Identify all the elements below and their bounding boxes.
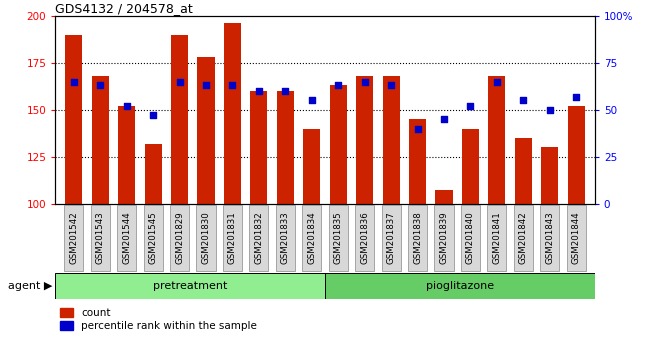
Bar [224,23,241,204]
Text: GSM201543: GSM201543 [96,212,105,264]
FancyBboxPatch shape [540,205,559,271]
Point [174,79,185,84]
FancyBboxPatch shape [488,205,506,271]
Bar [325,273,595,299]
Bar [436,190,452,204]
FancyBboxPatch shape [223,205,242,271]
FancyBboxPatch shape [382,205,400,271]
Text: GSM201836: GSM201836 [360,212,369,264]
Text: GSM201837: GSM201837 [387,212,396,264]
Text: pretreatment: pretreatment [153,281,228,291]
Point [465,103,476,109]
Bar [144,143,162,204]
Point [95,82,105,88]
Text: GSM201834: GSM201834 [307,212,317,264]
Point [491,79,502,84]
Text: pioglitazone: pioglitazone [426,281,494,291]
FancyBboxPatch shape [144,205,162,271]
FancyBboxPatch shape [250,205,268,271]
FancyBboxPatch shape [461,205,480,271]
Point [412,126,423,131]
Bar [409,119,426,204]
Bar [198,57,214,204]
Bar [567,106,585,204]
Bar [330,85,347,204]
Bar [277,91,294,204]
Point [201,82,211,88]
Bar [382,76,400,204]
Point [545,107,555,113]
Text: GSM201844: GSM201844 [572,212,580,264]
Point [148,113,159,118]
FancyBboxPatch shape [117,205,136,271]
Text: GSM201830: GSM201830 [202,212,211,264]
Bar [250,91,268,204]
Text: GSM201544: GSM201544 [122,212,131,264]
Bar [515,138,532,204]
FancyBboxPatch shape [91,205,110,271]
Text: GSM201839: GSM201839 [439,212,448,264]
Point [280,88,291,94]
Text: GSM201843: GSM201843 [545,212,554,264]
Bar [303,129,320,204]
Point [386,82,396,88]
Text: GSM201835: GSM201835 [333,212,343,264]
Text: GSM201542: GSM201542 [70,212,78,264]
FancyBboxPatch shape [408,205,427,271]
FancyBboxPatch shape [276,205,295,271]
Text: GSM201831: GSM201831 [228,212,237,264]
Point [571,94,582,99]
FancyBboxPatch shape [302,205,321,271]
Bar [356,76,373,204]
FancyBboxPatch shape [196,205,216,271]
Text: GSM201829: GSM201829 [175,212,184,264]
FancyBboxPatch shape [514,205,533,271]
Bar [488,76,506,204]
Legend: count, percentile rank within the sample: count, percentile rank within the sample [60,308,257,331]
FancyBboxPatch shape [434,205,454,271]
Text: GSM201841: GSM201841 [493,212,501,264]
Text: agent ▶: agent ▶ [8,281,52,291]
FancyBboxPatch shape [64,205,83,271]
Point [68,79,79,84]
Point [122,103,132,109]
Text: GSM201842: GSM201842 [519,212,528,264]
Text: GSM201833: GSM201833 [281,212,290,264]
Point [227,82,238,88]
FancyBboxPatch shape [170,205,189,271]
Bar [92,76,109,204]
Text: GSM201545: GSM201545 [149,212,157,264]
Point [439,116,449,122]
Point [359,79,370,84]
FancyBboxPatch shape [355,205,374,271]
Text: GSM201838: GSM201838 [413,212,422,264]
Bar [171,35,188,204]
Bar [462,129,479,204]
Point [518,97,528,103]
Text: GSM201832: GSM201832 [254,212,263,264]
Text: GSM201840: GSM201840 [466,212,475,264]
Bar [541,147,558,204]
Point [307,97,317,103]
Bar [65,35,83,204]
Text: GDS4132 / 204578_at: GDS4132 / 204578_at [55,2,193,15]
Point [333,82,343,88]
Bar [55,273,325,299]
Point [254,88,264,94]
FancyBboxPatch shape [329,205,348,271]
FancyBboxPatch shape [567,205,586,271]
Bar [118,106,135,204]
